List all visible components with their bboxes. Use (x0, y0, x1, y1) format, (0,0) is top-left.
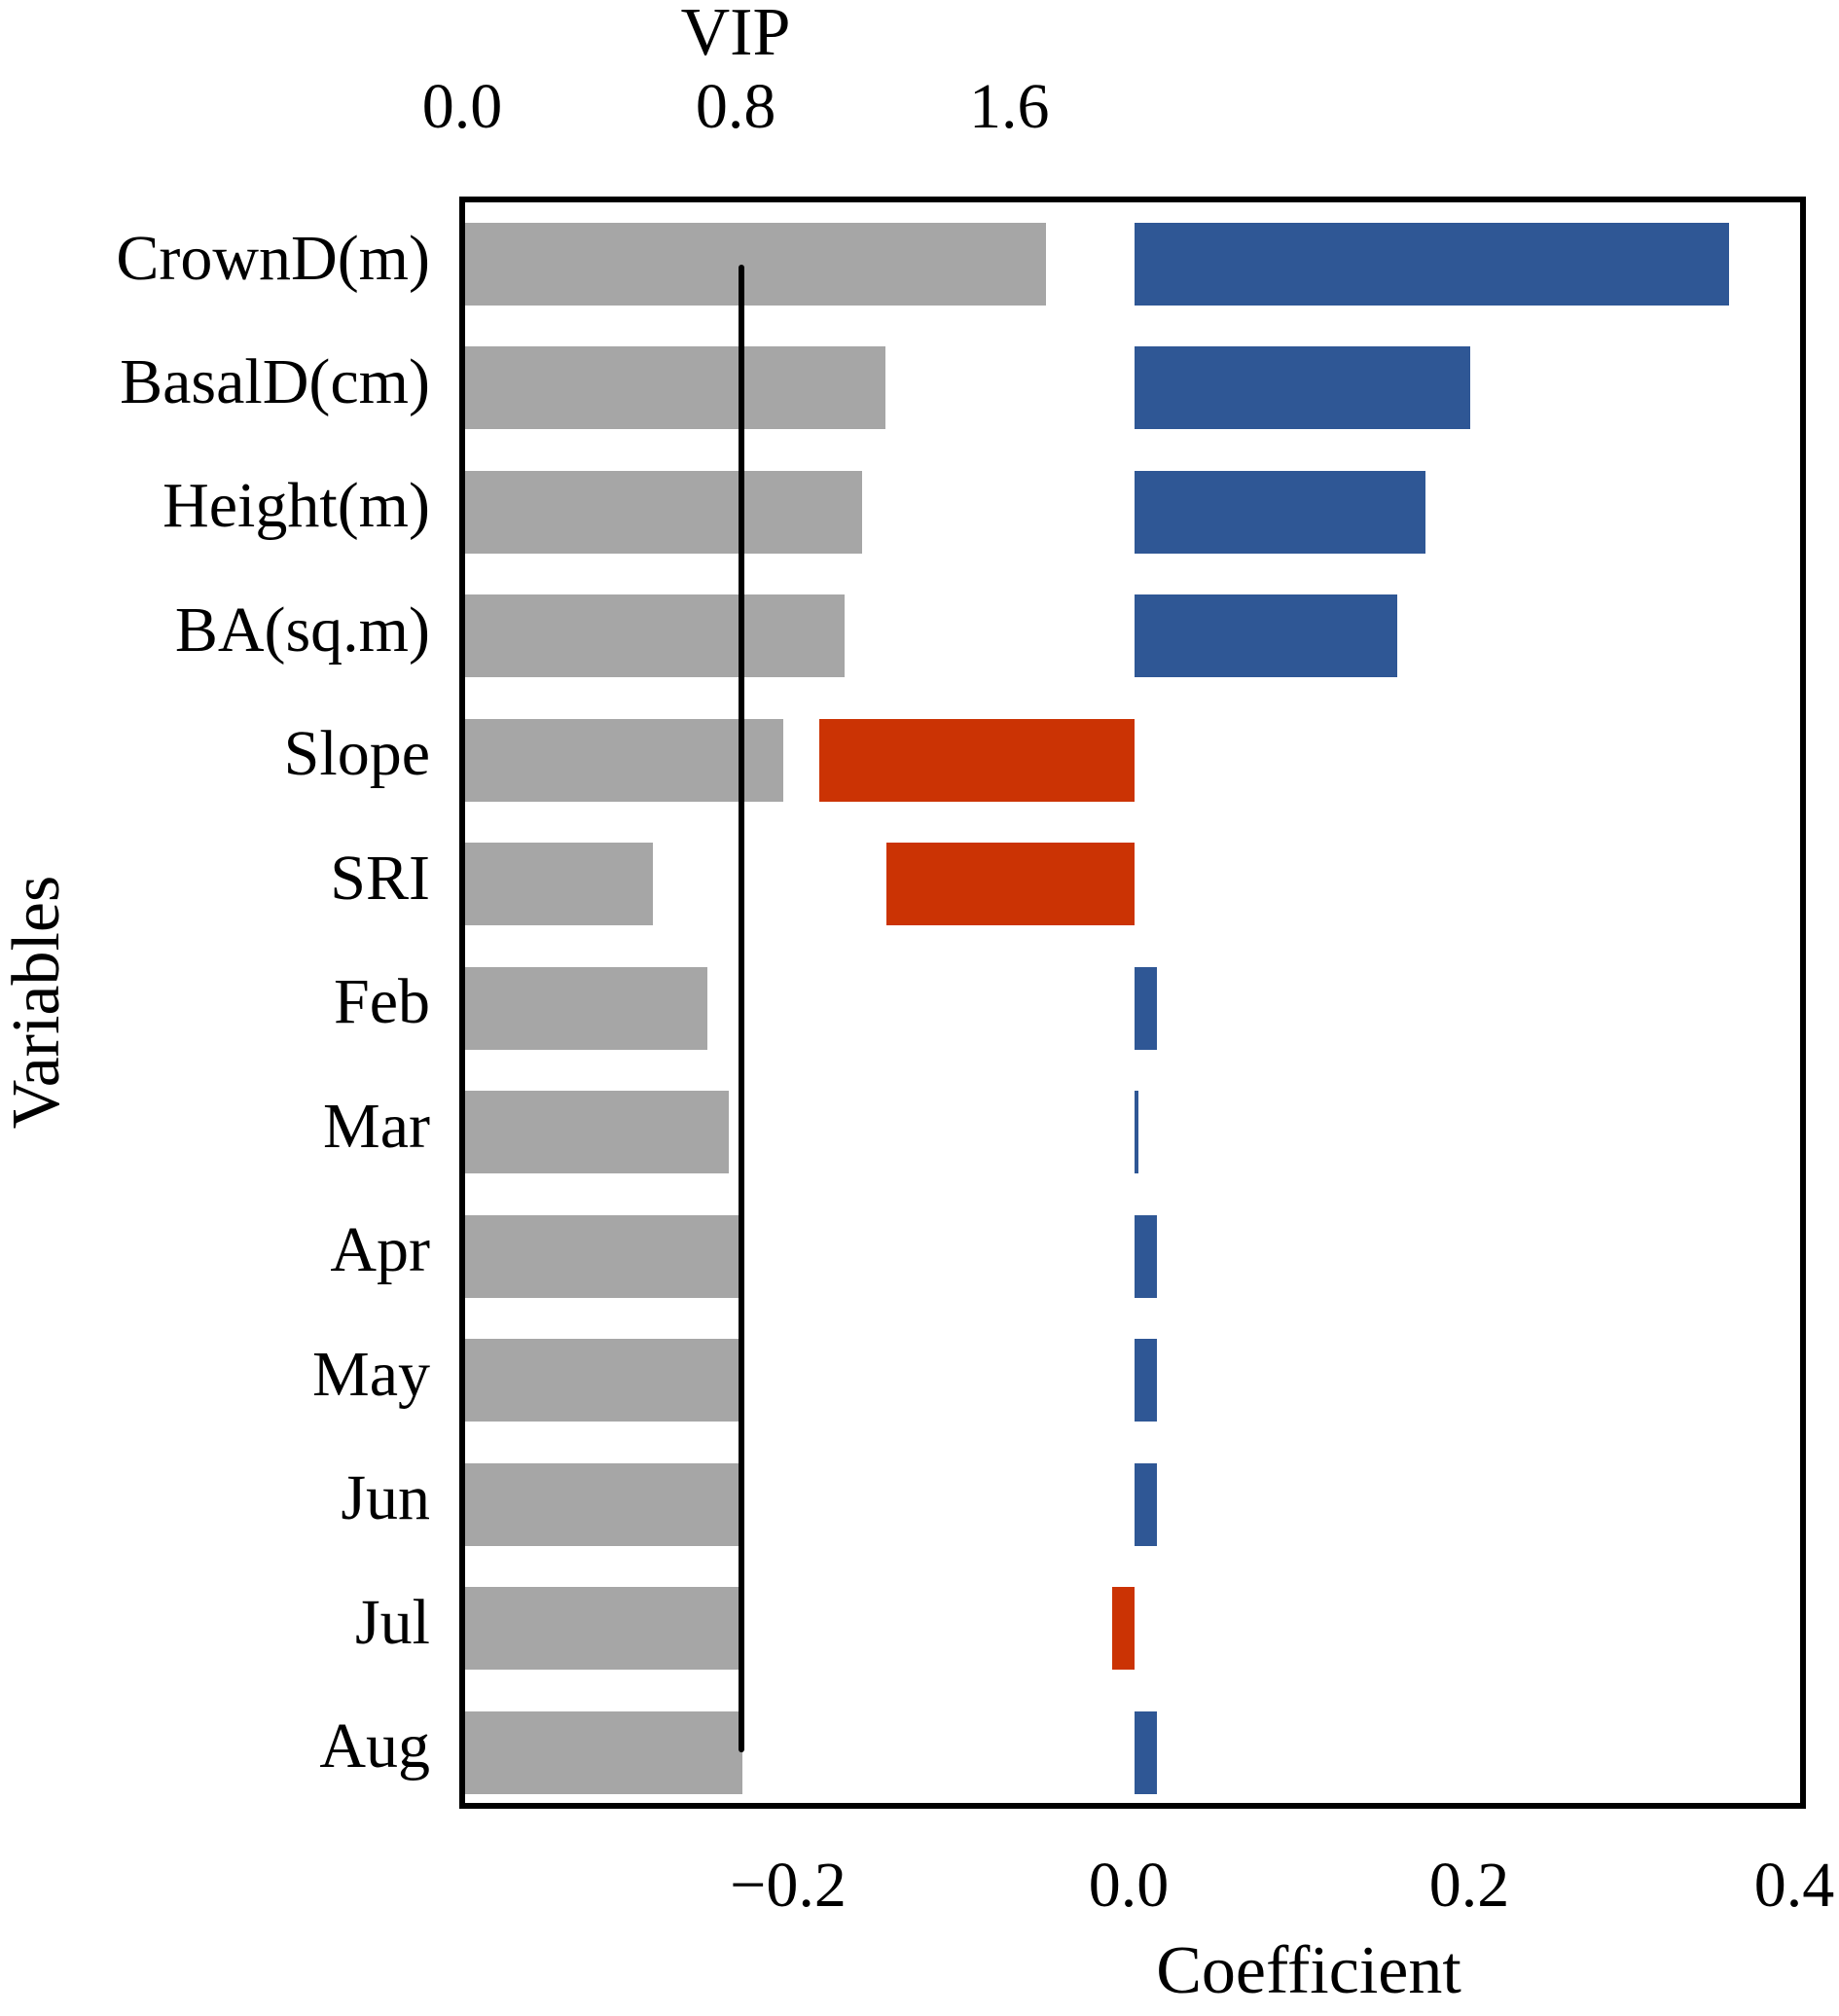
coefficient-bar-CrownD(m) (1135, 223, 1729, 306)
category-label-SRI: SRI (330, 842, 430, 914)
vip-bar-May (465, 1339, 742, 1422)
coefficient-bar-Jun (1135, 1462, 1157, 1546)
category-label-May: May (312, 1338, 430, 1410)
vip-bar-Apr (465, 1214, 739, 1298)
vip-bar-Jul (465, 1587, 742, 1671)
category-label-BasalD(cm): BasalD(cm) (120, 345, 430, 417)
category-label-Jun: Jun (341, 1462, 430, 1534)
category-label-Jul: Jul (354, 1586, 430, 1658)
category-label-Feb: Feb (334, 966, 430, 1038)
category-label-Slope: Slope (283, 718, 430, 790)
vip-bar-Slope (465, 718, 783, 802)
coefficient-bar-Feb (1135, 966, 1157, 1050)
vip-bar-Jun (465, 1462, 742, 1546)
top-tick-label-0.0: 0.0 (421, 71, 503, 142)
coefficient-bar-Height(m) (1135, 470, 1426, 554)
vip-bar-Mar (465, 1091, 729, 1174)
vip-bar-SRI (465, 843, 654, 926)
category-label-Mar: Mar (323, 1090, 430, 1162)
coefficient-bar-Slope (819, 718, 1135, 802)
category-label-BA(sq.m): BA(sq.m) (174, 594, 430, 666)
top-axis-title-vip: VIP (680, 0, 791, 70)
coefficient-bar-Mar (1135, 1091, 1138, 1174)
bottom-axis-title-coefficient: Coefficient (1156, 1933, 1461, 2008)
coefficient-bar-Aug (1135, 1710, 1157, 1794)
category-label-Height(m): Height(m) (162, 470, 430, 542)
vip-bar-Height(m) (465, 470, 862, 554)
category-label-Apr: Apr (330, 1214, 430, 1286)
plot-area (459, 197, 1806, 1809)
top-tick-label-0.8: 0.8 (695, 71, 776, 142)
vip-bar-BA(sq.m) (465, 594, 846, 678)
coefficient-bar-Apr (1135, 1214, 1157, 1298)
bars-layer (465, 202, 1800, 1803)
coefficient-bar-Jul (1112, 1587, 1135, 1671)
bottom-tick-label-0.4: 0.4 (1753, 1850, 1835, 1921)
coefficient-bar-BA(sq.m) (1135, 594, 1397, 678)
category-label-CrownD(m): CrownD(m) (116, 222, 430, 294)
coefficient-bar-May (1135, 1339, 1157, 1422)
bottom-tick-label-0.0: 0.0 (1088, 1850, 1170, 1921)
category-label-Aug: Aug (319, 1710, 430, 1782)
vip-bar-BasalD(cm) (465, 346, 886, 430)
vip-threshold-line (739, 264, 745, 1753)
vip-bar-Aug (465, 1710, 742, 1794)
top-tick-label-1.6: 1.6 (968, 71, 1050, 142)
vip-bar-Feb (465, 966, 708, 1050)
coefficient-bar-SRI (885, 843, 1135, 926)
vip-bar-CrownD(m) (465, 223, 1047, 306)
coefficient-bar-BasalD(cm) (1135, 346, 1470, 430)
bottom-tick-label-−0.2: −0.2 (730, 1850, 847, 1921)
bottom-tick-label-0.2: 0.2 (1428, 1850, 1510, 1921)
